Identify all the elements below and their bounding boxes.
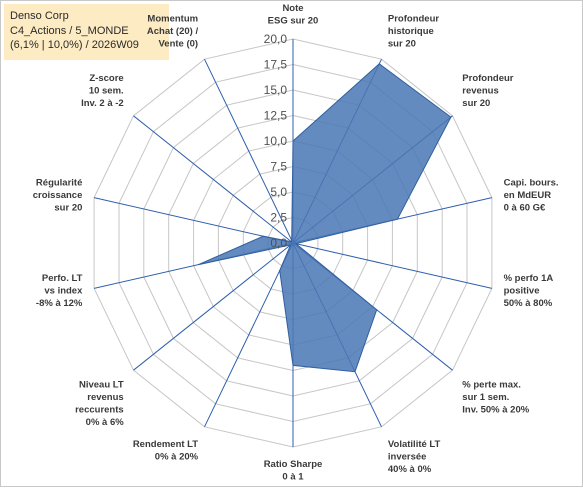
category-label-line: Vente (0) [158,39,198,50]
category-label-line: sur 20 [388,39,416,50]
category-label-line: sur 20 [54,203,82,214]
category-label-line: sur 20 [462,98,490,109]
tick-label: 0,0 [270,236,287,250]
tick-label: 17,5 [264,58,288,72]
info-box: Denso Corp C4_Actions / 5_MONDE (6,1% | … [4,4,169,60]
tick-label: 10,0 [264,134,288,148]
category-label: % perte max. sur 1 sem. Inv. 50% à 20% [462,379,529,415]
category-label: Perfo. LT vs index -8% à 12% [36,273,83,309]
category-label-line: croissance [33,190,83,201]
category-label: Profondeur revenus sur 20 [462,73,513,109]
category-label-line: inversée [388,451,427,462]
category-label-line: Niveau LT [79,379,124,390]
tick-label: 7,5 [270,160,287,174]
category-label-line: Perfo. LT [42,273,83,284]
category-label-line: Profondeur [462,73,513,84]
category-label-line: 0% à 6% [86,417,125,428]
axis-line [292,242,493,289]
category-label: % perfo 1A positive 50% à 80% [504,273,554,309]
category-label: Régularité croissance sur 20 [33,178,83,214]
category-label-line: vs index [44,285,83,296]
category-label-line: Inv. 2 à -2 [81,98,124,109]
weights-period-label: (6,1% | 10,0%) / 2026W09 [10,39,139,51]
category-label-line: Inv. 50% à 20% [462,404,529,415]
axis-line [204,242,294,428]
category-label-line: 50% à 80% [504,298,553,309]
category-label-line: revenus [462,86,498,97]
category-label-line: % perfo 1A [504,273,554,284]
category-label: Note ESG sur 20 [268,3,319,27]
category-label-line: % perte max. [462,379,521,390]
category-label: Volatilité LT inversée 40% à 0% [388,439,441,475]
axis-line [93,197,294,244]
tick-label: 20,0 [264,32,288,46]
category-label: Capi. bours. en MdEUR 0 à 60 G€ [504,178,559,214]
category-label-line: Note [282,3,303,14]
category-label: Rendement LT 0% à 20% [133,439,199,463]
category-label-line: ESG sur 20 [268,16,319,27]
category-label: Profondeur historique sur 20 [388,14,439,50]
category-label-line: revenus [87,392,123,403]
axis-line [133,242,294,371]
category-label: Z-score 10 sem. Inv. 2 à -2 [81,73,124,109]
category-label-line: Achat (20) / [147,26,199,37]
tick-label: 2,5 [270,211,287,225]
axis-line [204,58,294,244]
data-series-area [198,63,452,373]
category-label-line: historique [388,26,434,37]
category-label-line: sur 1 sem. [462,392,509,403]
category-label: Niveau LT revenus reccurents 0% à 6% [75,379,124,428]
axis-line [133,115,294,244]
portfolio-label: C4_Actions / 5_MONDE [10,24,129,37]
category-label-line: Capi. bours. [504,178,559,189]
category-label-line: Volatilité LT [388,439,441,450]
category-label-line: 0% à 20% [155,451,199,462]
category-label-line: positive [504,285,540,296]
category-label-line: 0 à 60 G€ [504,203,546,214]
tick-label: 15,0 [264,83,288,97]
category-label: Ratio Sharpe 0 à 1 [264,459,323,483]
category-label-line: 0 à 1 [282,472,304,483]
category-label-line: Ratio Sharpe [264,459,323,470]
category-label-line: -8% à 12% [36,298,83,309]
category-label-line: 40% à 0% [388,464,432,475]
company-name: Denso Corp [10,10,69,22]
category-label-line: Z-score [89,73,123,84]
category-label-line: 10 sem. [89,86,124,97]
tick-label: 5,0 [270,185,287,199]
category-label-line: en MdEUR [504,190,552,201]
category-label: Momentum Achat (20) / Vente (0) [147,14,199,50]
category-label-line: reccurents [75,404,124,415]
category-label-line: Profondeur [388,14,439,25]
category-label-line: Régularité [36,178,82,189]
category-label-line: Momentum [147,14,198,25]
tick-label: 12,5 [264,109,288,123]
category-label-line: Rendement LT [133,439,198,450]
